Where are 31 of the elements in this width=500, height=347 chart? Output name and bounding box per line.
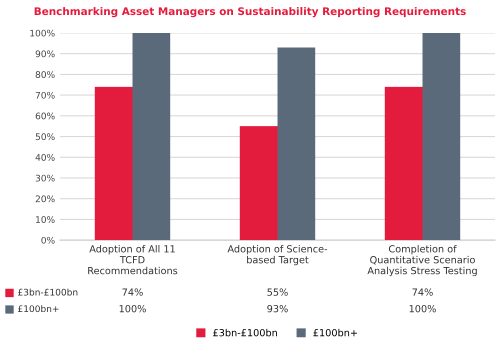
bar xyxy=(384,86,422,240)
y-tick-label: 50% xyxy=(36,133,55,140)
bar xyxy=(422,32,460,240)
data-label: 100% xyxy=(120,304,146,312)
x-tick-label: Adoption of Science- based Target xyxy=(228,244,328,266)
y-tick-label: 100% xyxy=(30,30,55,37)
y-tick-label: 60% xyxy=(36,112,55,120)
data-label: 93% xyxy=(267,304,288,312)
y-tick-label: 20% xyxy=(36,195,55,202)
y-tick-label: 10% xyxy=(36,216,55,223)
y-tick-label: 90% xyxy=(36,50,55,58)
bar xyxy=(278,47,316,240)
legend-label: £3bn-£100bn xyxy=(18,288,78,296)
x-tick-label: Completion of Quantitative Scenario Analysis Stress Testing xyxy=(367,244,477,276)
y-tick-label: 0% xyxy=(41,236,55,244)
y-tick-label: 80% xyxy=(36,71,55,78)
data-label: 74% xyxy=(412,288,433,296)
data-label: 100% xyxy=(410,304,436,312)
y-tick-label: 30% xyxy=(36,174,55,182)
bar xyxy=(240,126,278,240)
chart-title: Benchmarking Asset Managers on Sustainability Reporting Requirements xyxy=(34,7,466,18)
y-tick-label: 70% xyxy=(36,92,55,99)
text: £3bn-£100bn xyxy=(213,328,277,336)
x-tick-label: Adoption of All 11 TCFD Recommendations xyxy=(88,244,178,274)
bar xyxy=(132,32,170,240)
y-tick-label: 40% xyxy=(36,154,55,161)
legend-label: £100bn+ xyxy=(313,328,357,336)
data-label: 55% xyxy=(267,288,288,296)
text: £100bn+ xyxy=(18,305,59,312)
data-label: 74% xyxy=(122,288,143,296)
bar xyxy=(94,86,132,240)
